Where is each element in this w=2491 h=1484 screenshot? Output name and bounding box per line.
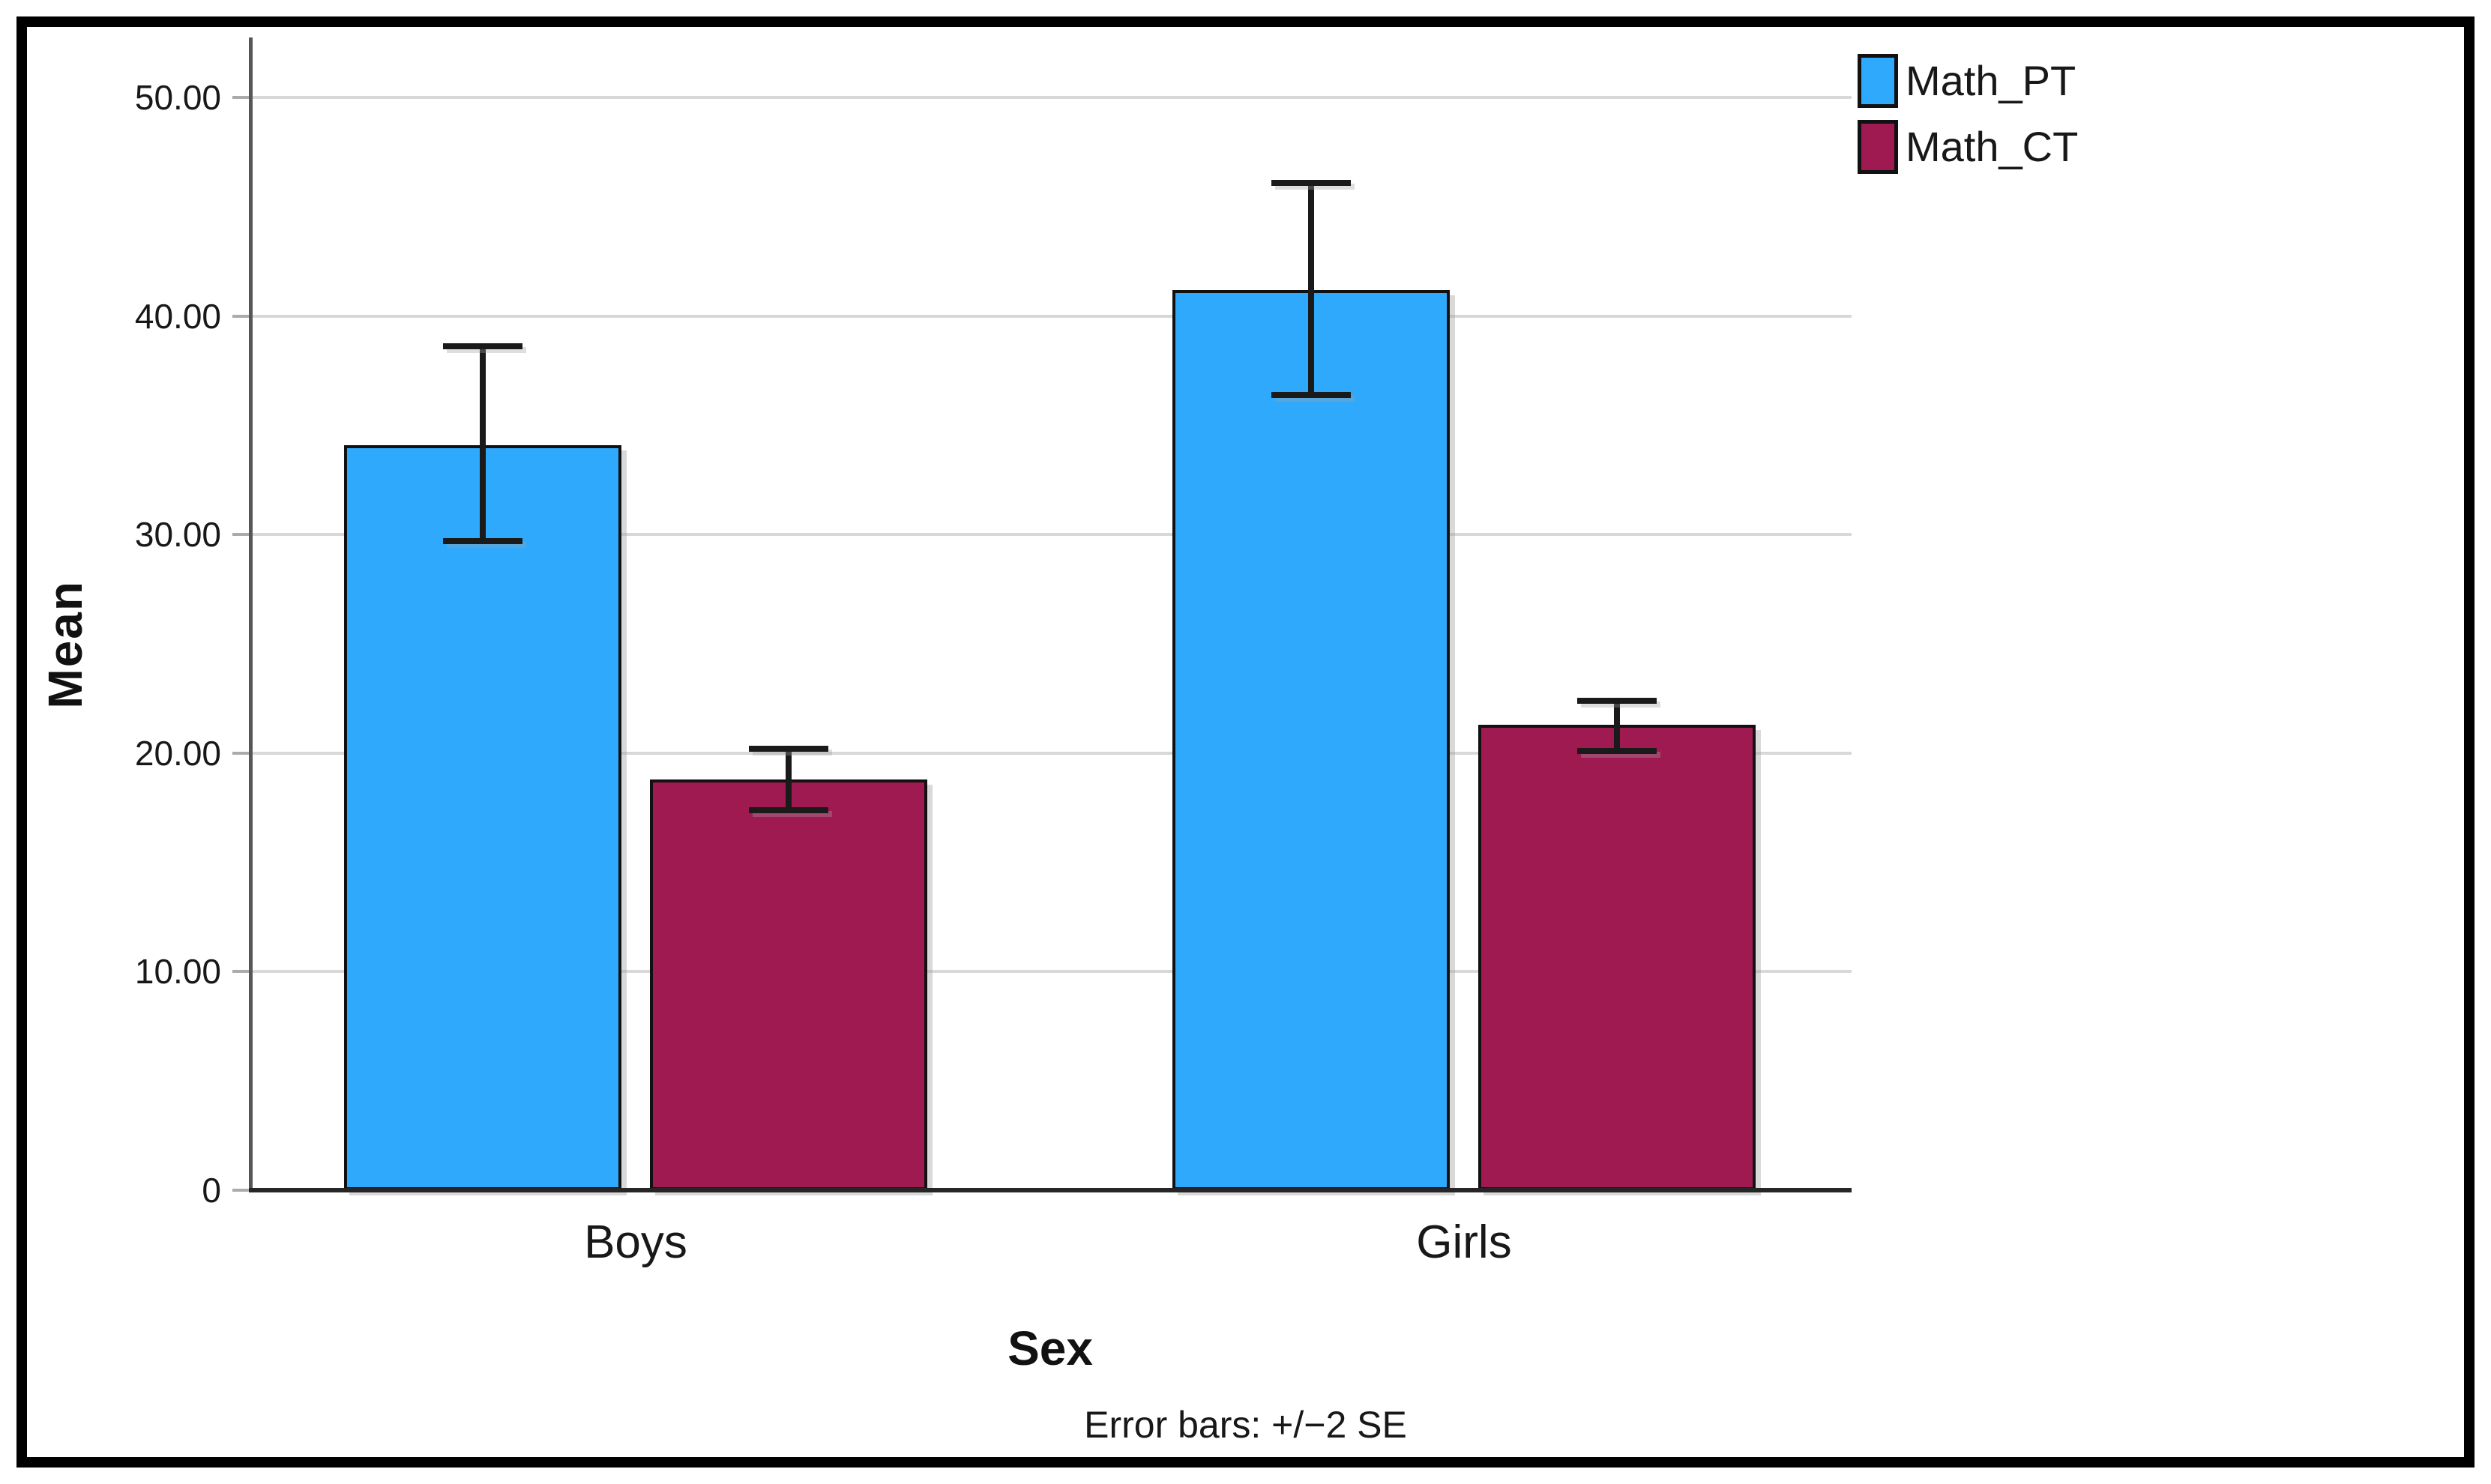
error-cap-upper-boys-math_ct	[749, 745, 828, 752]
y-tick-label-0: 0	[202, 1171, 221, 1210]
y-tick-30	[232, 533, 249, 537]
gridline-50	[249, 96, 1852, 99]
x-axis-line	[249, 1188, 1852, 1192]
gridline-40	[249, 314, 1852, 318]
y-tick-label-10: 10.00	[134, 952, 221, 992]
category-label-boys: Boys	[584, 1216, 687, 1268]
error-cap-upper-girls-math_ct	[1577, 697, 1657, 704]
legend: Math_PT Math_CT	[1858, 54, 2078, 186]
plot-area	[249, 37, 1852, 1192]
y-tick-0	[232, 1189, 249, 1192]
y-tick-10	[232, 970, 249, 974]
bar-girls-math_pt	[1172, 289, 1450, 1190]
category-label-girls: Girls	[1416, 1216, 1512, 1268]
legend-item-math_pt: Math_PT	[1858, 54, 2078, 108]
y-tick-20	[232, 751, 249, 755]
legend-item-math_ct: Math_CT	[1858, 120, 2078, 174]
error-bar-boys-math_pt	[480, 346, 486, 541]
bar-girls-math_ct	[1478, 724, 1756, 1190]
y-axis-title: Mean	[31, 352, 99, 937]
legend-label-math_ct: Math_CT	[1906, 123, 2079, 170]
error-cap-lower-girls-math_pt	[1271, 391, 1351, 398]
bar-boys-math_ct	[650, 779, 927, 1190]
error-cap-lower-boys-math_ct	[749, 806, 828, 813]
gridline-10	[249, 970, 1852, 974]
y-tick-label-40: 40.00	[134, 296, 221, 336]
y-tick-label-50: 50.00	[134, 78, 221, 117]
y-tick-40	[232, 314, 249, 318]
error-bar-footnote: Error bars: +/−2 SE	[1084, 1404, 1407, 1446]
error-cap-lower-girls-math_ct	[1577, 747, 1657, 754]
bar-boys-math_pt	[344, 444, 621, 1190]
y-axis-line	[249, 37, 253, 1190]
error-cap-lower-boys-math_pt	[443, 537, 522, 544]
legend-swatch-math_pt	[1858, 54, 1898, 108]
x-axis-title: Sex	[1007, 1321, 1093, 1375]
error-bar-girls-math_ct	[1614, 700, 1620, 751]
error-cap-upper-boys-math_pt	[443, 343, 522, 350]
error-cap-upper-girls-math_pt	[1271, 179, 1351, 186]
error-bar-boys-math_ct	[786, 748, 792, 810]
gridline-20	[249, 751, 1852, 755]
legend-label-math_pt: Math_PT	[1906, 57, 2076, 104]
error-bar-girls-math_pt	[1308, 182, 1314, 395]
legend-swatch-math_ct	[1858, 120, 1898, 174]
y-tick-label-30: 30.00	[134, 515, 221, 555]
gridline-30	[249, 533, 1852, 537]
y-tick-label-20: 20.00	[134, 733, 221, 773]
y-tick-50	[232, 96, 249, 99]
y-axis-title-text: Mean	[38, 580, 92, 709]
